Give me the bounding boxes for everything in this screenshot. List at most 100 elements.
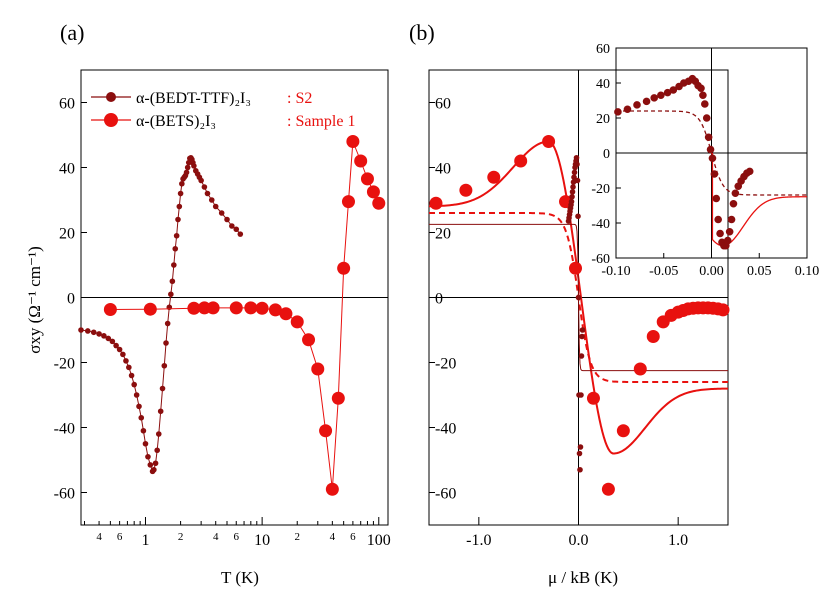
y-tick-label-inset: 60	[596, 42, 610, 57]
data-point-a	[145, 453, 151, 460]
data-point-a	[268, 303, 282, 317]
data-point-b	[569, 193, 575, 200]
data-point-a	[346, 135, 360, 148]
data-point-inset	[708, 154, 717, 163]
data-point-a	[103, 303, 117, 317]
data-point-a	[360, 172, 374, 186]
data-point-a	[131, 381, 137, 388]
data-point-b	[574, 177, 581, 184]
data-point-a	[237, 231, 244, 237]
x-tick-label-inset: 0.05	[747, 264, 772, 279]
data-point-a	[116, 346, 123, 353]
x-minor-tick-label-a: 4	[96, 531, 102, 543]
data-point-a	[90, 329, 97, 336]
data-point-b	[571, 169, 578, 176]
data-point-a	[105, 335, 112, 342]
data-point-a	[354, 154, 368, 168]
y-tick-label-b: -40	[435, 421, 456, 438]
data-point-a	[155, 431, 162, 437]
data-point-a	[198, 177, 204, 184]
x-axis-label-b: μ / kB (K)	[548, 568, 618, 587]
data-point-inset	[697, 84, 705, 93]
data-point-b	[577, 466, 583, 473]
x-tick-label-a: 1	[141, 532, 149, 549]
data-point-a	[136, 403, 142, 410]
x-minor-tick-label-a: 2	[294, 531, 300, 543]
data-point-a	[229, 223, 235, 229]
legend-label-s2: α-(BEDT-TTF)₂I₃	[136, 90, 251, 107]
x-tick-label-b: 1.0	[668, 532, 688, 549]
legend-tag-s1: : Sample 1	[287, 113, 355, 130]
data-point-a	[331, 391, 345, 405]
y-tick-label-inset: 0	[603, 147, 610, 162]
data-point-inset	[663, 88, 672, 97]
y-tick-label-inset: 20	[596, 112, 610, 127]
data-point-inset	[614, 108, 622, 116]
data-point-b	[575, 213, 581, 220]
data-point-inset	[699, 91, 707, 100]
y-tick-label-a: 60	[59, 96, 75, 113]
data-point-a	[191, 163, 197, 169]
data-point-inset	[731, 189, 740, 198]
data-point-inset	[701, 100, 709, 108]
data-point-b	[569, 189, 576, 195]
data-point-a	[101, 333, 107, 339]
data-point-a	[302, 333, 316, 347]
data-point-a	[311, 362, 325, 376]
y-tick-label-a: 0	[67, 291, 75, 308]
data-point-b	[542, 135, 556, 148]
data-point-b	[579, 333, 585, 340]
data-point-inset	[710, 170, 719, 178]
data-point-a	[218, 210, 225, 216]
data-point-a	[168, 291, 174, 298]
data-point-inset	[723, 236, 732, 245]
data-point-b	[575, 294, 582, 301]
x-tick-label-a: 100	[367, 532, 391, 549]
x-tick-label-inset: 0.00	[699, 264, 724, 279]
data-point-a	[171, 262, 177, 268]
data-point-b	[716, 303, 730, 317]
data-point-a	[337, 261, 351, 275]
x-minor-tick-label-a: 6	[117, 531, 123, 543]
data-point-b	[514, 154, 528, 168]
x-tick-label-inset: -0.05	[649, 264, 678, 279]
data-point-a	[177, 190, 184, 197]
data-point-b	[578, 353, 585, 359]
data-point-b	[577, 444, 584, 450]
x-tick-label-inset: 0.10	[795, 264, 820, 279]
data-point-inset	[729, 199, 738, 208]
data-point-b	[586, 391, 600, 405]
data-point-b	[576, 450, 583, 457]
data-point-b	[487, 170, 501, 184]
legend-marker-s2	[106, 92, 116, 102]
data-point-a	[164, 320, 171, 327]
data-point-a	[279, 307, 293, 321]
data-point-a	[159, 385, 166, 392]
data-point-a	[244, 301, 258, 315]
data-point-b	[616, 424, 630, 438]
x-minor-tick-label-a: 4	[213, 531, 219, 543]
data-point-a	[366, 185, 380, 199]
data-point-b	[429, 196, 443, 210]
data-point-a	[133, 392, 140, 398]
data-point-a	[212, 203, 219, 210]
data-point-a	[183, 169, 190, 176]
data-point-a	[206, 301, 220, 315]
data-point-b	[570, 184, 576, 190]
data-point-inset	[706, 145, 715, 154]
data-point-a	[120, 351, 126, 358]
data-point-a	[179, 180, 185, 187]
data-point-inset	[633, 101, 641, 109]
data-point-b	[579, 327, 586, 333]
data-point-a	[184, 164, 191, 171]
data-point-a	[201, 184, 208, 190]
data-point-a	[113, 342, 119, 349]
data-point-a	[169, 278, 176, 285]
legend-tag-s2: : S2	[287, 90, 312, 107]
y-tick-label-b: 20	[435, 226, 451, 243]
data-point-inset	[642, 97, 651, 106]
data-point-inset	[745, 167, 754, 176]
data-point-inset	[669, 86, 678, 94]
data-point-a	[187, 301, 201, 315]
panel-b-label: (b)	[409, 20, 435, 45]
